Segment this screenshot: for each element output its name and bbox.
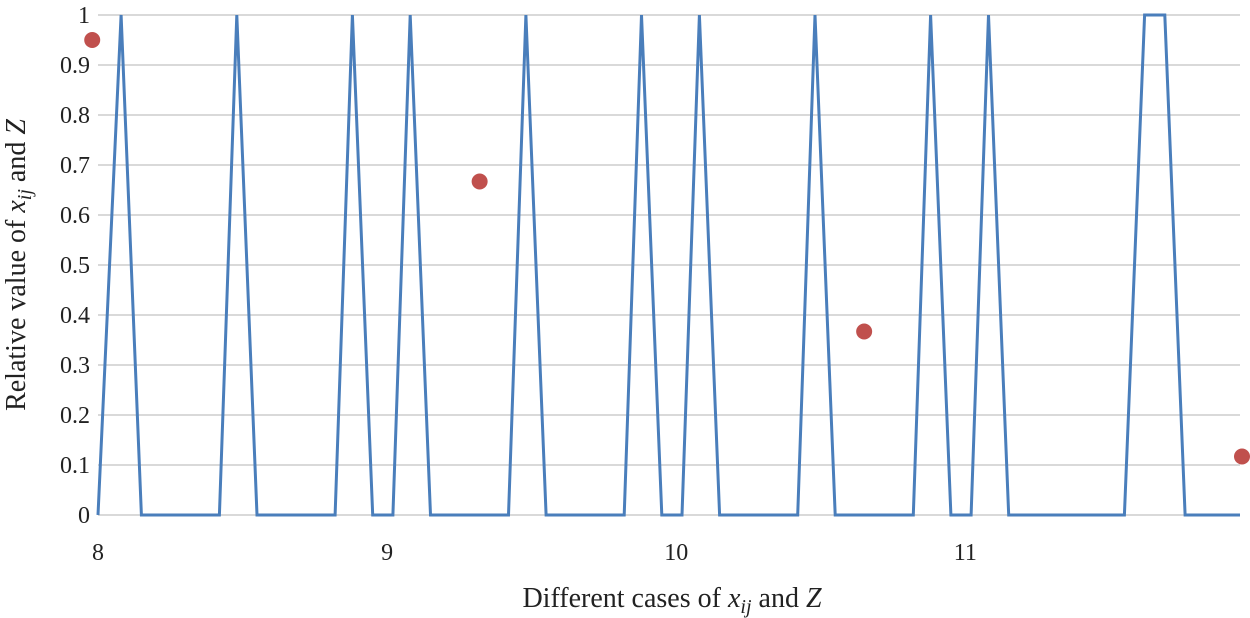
- x-axis-ticks: 8 9 10 11: [92, 540, 977, 566]
- y-tick-label: 0: [78, 503, 90, 529]
- x-tick-label: 8: [92, 540, 104, 566]
- y-tick-label: 0.5: [60, 253, 90, 279]
- y-axis-title-and: and: [1, 135, 32, 189]
- y-tick-label: 0.9: [60, 53, 90, 79]
- y-tick-label: 0.3: [60, 353, 90, 379]
- y-tick-label: 0.1: [60, 453, 90, 479]
- scatter-point-z-3: [1234, 448, 1250, 465]
- x-axis-title-subscript: ij: [740, 596, 752, 618]
- x-tick-label: 11: [954, 540, 977, 566]
- y-axis-title-subscript: ij: [14, 189, 36, 201]
- y-axis-title-prefix: Relative value of: [1, 213, 32, 411]
- y-tick-label: 0.4: [60, 303, 90, 329]
- y-tick-label: 0.2: [60, 403, 90, 429]
- y-axis-title-var-x: x: [1, 200, 32, 214]
- plot-series: [84, 13, 1250, 517]
- x-axis-title: Different cases of xij and Z: [522, 583, 822, 618]
- x-axis-title-and: and: [752, 583, 806, 614]
- gridlines: [98, 14, 1240, 516]
- x-axis-title-var-z: Z: [806, 583, 822, 614]
- y-axis-title: Relative value of xij and Z: [1, 119, 36, 411]
- y-axis-title-var-z: Z: [1, 119, 32, 135]
- y-tick-label: 1: [78, 3, 90, 29]
- y-tick-label: 0.7: [60, 153, 90, 179]
- y-tick-label: 0.6: [60, 203, 90, 229]
- series-line-x-ij: [96, 13, 1240, 517]
- scatter-point-z-0: [84, 32, 101, 48]
- y-axis-ticks: 0 0.1 0.2 0.3 0.4 0.5 0.6 0.7 0.8 0.9 1: [60, 3, 90, 529]
- x-axis-title-prefix: Different cases of: [522, 583, 728, 614]
- y-tick-label: 0.8: [60, 103, 90, 129]
- x-tick-label: 10: [664, 540, 688, 566]
- x-axis-title-var-x: x: [727, 583, 741, 614]
- x-tick-label: 9: [381, 540, 393, 566]
- scatter-point-z-1: [471, 173, 488, 190]
- scatter-point-z-2: [856, 323, 873, 340]
